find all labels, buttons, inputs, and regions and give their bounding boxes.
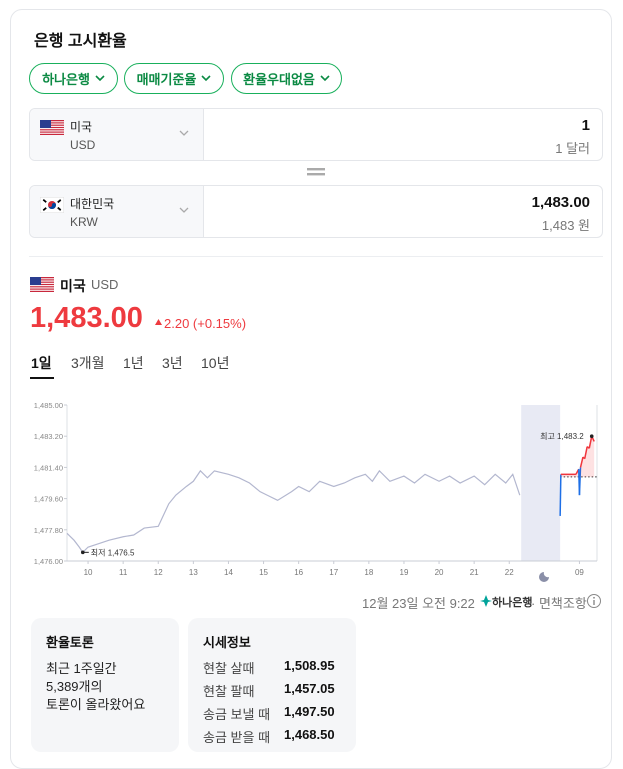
country: 미국 bbox=[70, 120, 93, 134]
x-tick-label: 12 bbox=[154, 568, 163, 577]
amount-text: 1 달러 bbox=[555, 141, 590, 156]
info-icon[interactable] bbox=[586, 593, 602, 609]
quote-change: 2.20 (+0.15%) bbox=[164, 316, 247, 331]
x-tick-label: 14 bbox=[224, 568, 233, 577]
x-tick-label: 22 bbox=[505, 568, 514, 577]
card-title: 환율토론 bbox=[46, 635, 94, 650]
night-span bbox=[521, 405, 561, 561]
price-line bbox=[66, 469, 521, 554]
x-tick-label: 10 bbox=[84, 568, 93, 577]
x-tick-label: 21 bbox=[470, 568, 479, 577]
code: KRW bbox=[70, 215, 98, 229]
from-currency: 미국 USD 1 1 달러 bbox=[29, 108, 603, 161]
us-flag bbox=[40, 120, 64, 135]
y-tick-label: 1,477.80 bbox=[34, 526, 63, 535]
discussion-card[interactable]: 환율토론 최근 1주일간 5,389개의 토론이 올라왔어요 bbox=[31, 618, 179, 752]
x-tick-label: 16 bbox=[294, 568, 303, 577]
card-title: 시세정보 bbox=[203, 635, 251, 650]
market-value: 1,457.05 bbox=[284, 681, 335, 696]
tab[interactable]: 3년 bbox=[162, 355, 183, 371]
chevron bbox=[201, 75, 211, 82]
annotation-dot bbox=[589, 434, 594, 438]
x-tick-label: 17 bbox=[329, 568, 338, 577]
x-tick-label: 20 bbox=[435, 568, 444, 577]
y-tick-label: 1,485.00 bbox=[34, 401, 63, 410]
tab[interactable]: 1일 bbox=[31, 355, 52, 371]
up-area bbox=[591, 436, 595, 477]
tab-underline bbox=[30, 377, 54, 379]
up-area bbox=[587, 446, 590, 477]
discount-filter[interactable]: 환율우대없음 bbox=[231, 63, 342, 94]
code: USD bbox=[70, 138, 96, 152]
discussion-line: 5,389개의 bbox=[46, 679, 103, 694]
up-arrow bbox=[155, 319, 162, 325]
x-tick-label: 19 bbox=[400, 568, 409, 577]
quote-code: USD bbox=[91, 277, 119, 292]
amount[interactable]: 1,483.00 bbox=[531, 194, 590, 211]
x-tick-label: 11 bbox=[119, 568, 128, 577]
kr-flag bbox=[40, 197, 64, 213]
currency-select[interactable]: 미국 USD bbox=[30, 109, 204, 160]
divider bbox=[29, 256, 603, 257]
x-tick-label: 15 bbox=[259, 568, 268, 577]
title: 은행 고시환율 bbox=[34, 33, 127, 50]
market-label: 송금 보낼 때 bbox=[203, 707, 271, 722]
chevron bbox=[95, 75, 105, 82]
rate-filter[interactable]: 매매기준율 bbox=[124, 63, 224, 94]
x-tick-label: 09 bbox=[575, 568, 584, 577]
tab[interactable]: 10년 bbox=[201, 355, 230, 371]
chevron bbox=[179, 207, 189, 213]
up-area bbox=[584, 446, 588, 477]
amount[interactable]: 1 bbox=[581, 117, 590, 134]
tab[interactable]: 1년 bbox=[123, 355, 144, 371]
tab[interactable]: 3개월 bbox=[71, 355, 105, 371]
market-label: 현찰 팔때 bbox=[203, 684, 255, 699]
filter-label: 매매기준율 bbox=[136, 72, 197, 87]
up-segment bbox=[588, 436, 593, 449]
up-segment bbox=[583, 446, 588, 459]
market-value: 1,468.50 bbox=[284, 727, 335, 742]
annotation-dot bbox=[80, 550, 85, 555]
market-value: 1,508.95 bbox=[284, 658, 335, 673]
y-tick-label: 1,481.40 bbox=[34, 463, 63, 472]
market-card: 시세정보 현찰 살때 1,508.95 현찰 팔때 1,457.05 송금 보낼… bbox=[188, 618, 356, 752]
amount-text: 1,483 원 bbox=[541, 218, 590, 233]
y-tick-label: 1,476.00 bbox=[34, 557, 63, 566]
y-tick-label: 1,479.60 bbox=[34, 495, 63, 504]
currency-select[interactable]: 대한민국 KRW bbox=[30, 186, 204, 237]
us-flag bbox=[30, 277, 54, 292]
quote-price: 1,483.00 bbox=[30, 302, 143, 334]
equals-icon bbox=[307, 168, 325, 176]
down-segment bbox=[559, 474, 562, 516]
discussion-line: 토론이 올라왔어요 bbox=[46, 697, 146, 712]
down-segment bbox=[578, 467, 582, 496]
timestamp: 12월 23일 오전 9:22 bbox=[362, 596, 475, 611]
night-icon bbox=[539, 572, 549, 582]
annotation: 최저 1,476.5 bbox=[91, 547, 135, 557]
filter-label: 하나은행 bbox=[42, 72, 90, 87]
chevron bbox=[179, 130, 189, 136]
disclaimer[interactable]: · 면책조항 bbox=[531, 596, 587, 611]
annotation: 최고 1,483.2 bbox=[540, 431, 584, 441]
quote-country: 미국 bbox=[60, 278, 86, 294]
discussion-line: 최근 1주일간 bbox=[46, 661, 117, 676]
market-label: 송금 받을 때 bbox=[203, 730, 271, 745]
bank-filter[interactable]: 하나은행 bbox=[29, 63, 118, 94]
x-tick-label: 13 bbox=[189, 568, 198, 577]
x-tick-label: 18 bbox=[364, 568, 373, 577]
up-segment bbox=[579, 456, 584, 468]
filter-label: 환율우대없음 bbox=[243, 72, 315, 87]
market-value: 1,497.50 bbox=[284, 704, 335, 719]
bank-logo bbox=[480, 595, 492, 607]
to-currency: 대한민국 KRW 1,483.00 1,483 원 bbox=[29, 185, 603, 238]
chevron bbox=[320, 75, 330, 82]
chart: 1,476.00 1,477.80 1,479.60 1,481.40 1,483.20… bbox=[34, 401, 598, 582]
country: 대한민국 bbox=[70, 197, 115, 211]
market-label: 현찰 살때 bbox=[203, 661, 255, 676]
source: 하나은행 bbox=[492, 597, 533, 609]
up-area bbox=[582, 457, 585, 477]
y-tick-label: 1,483.20 bbox=[34, 432, 63, 441]
